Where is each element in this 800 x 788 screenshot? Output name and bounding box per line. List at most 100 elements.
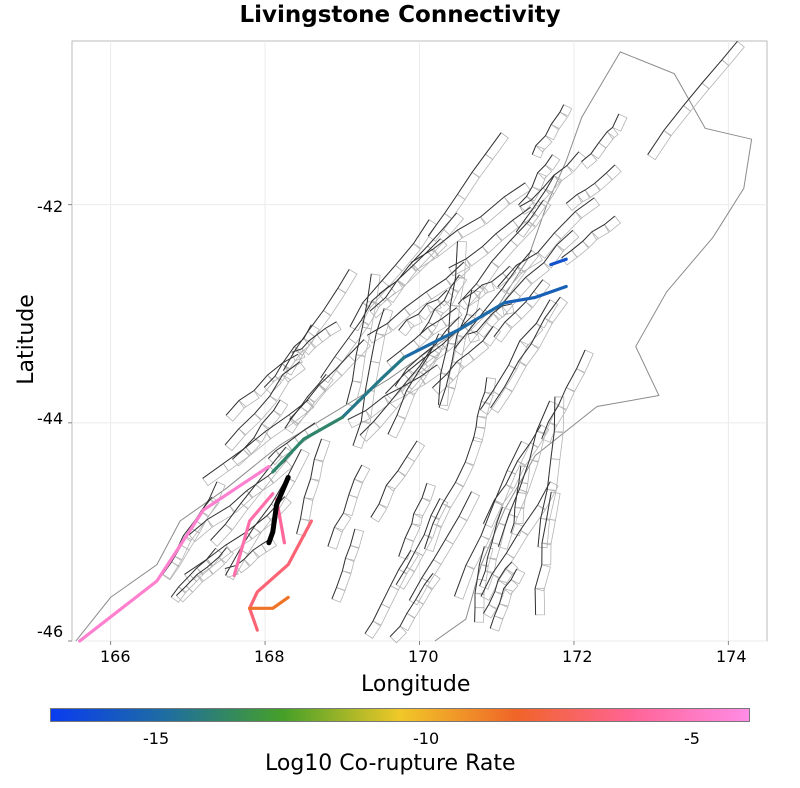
- fault-trace: [482, 561, 513, 614]
- coastline-path: [75, 51, 753, 642]
- fault-trace: [378, 212, 458, 295]
- fault-trace: [518, 154, 553, 206]
- fault-trace: [424, 436, 475, 549]
- fault-trace: [284, 374, 327, 429]
- fault-trace: [432, 326, 494, 389]
- co-rupture-fault: [549, 257, 568, 267]
- fault-trace: [453, 249, 532, 350]
- fault-trace: [410, 182, 526, 264]
- fault-trace: [454, 441, 522, 597]
- fault-trace: [408, 491, 472, 601]
- fault-trace: [188, 459, 287, 536]
- x-tick-label: 170: [408, 647, 439, 666]
- fault-trace: [482, 424, 542, 524]
- x-tick-label: 168: [254, 647, 285, 666]
- fault-trace: [184, 496, 286, 575]
- source-fault: [266, 474, 291, 546]
- fault-trace: [224, 361, 301, 446]
- fault-trace: [349, 219, 430, 327]
- fault-trace: [647, 40, 738, 155]
- fault-trace: [176, 547, 227, 596]
- fault-trace: [510, 465, 522, 534]
- fault-trace: [210, 446, 287, 541]
- fault-trace: [289, 339, 365, 420]
- fault-trace: [367, 261, 465, 336]
- fault-trace: [489, 568, 518, 629]
- fault-trace: [282, 269, 350, 371]
- x-axis-title: Longitude: [361, 672, 471, 697]
- fault-trace: [387, 333, 440, 435]
- colorbar-tick-label: -10: [413, 729, 440, 748]
- fault-trace: [369, 238, 441, 312]
- fault-trace: [497, 400, 551, 547]
- y-tick-label: -46: [37, 622, 64, 641]
- fault-trace: [565, 164, 616, 204]
- fault-trace: [389, 573, 434, 637]
- chart-title: Livingstone Connectivity: [239, 2, 561, 28]
- x-tick-label: 172: [562, 647, 593, 666]
- fault-trace: [448, 206, 531, 269]
- fault-trace: [474, 546, 485, 623]
- x-tick-label: 174: [716, 647, 747, 666]
- fault-trace: [385, 307, 481, 394]
- fault-trace: [479, 507, 503, 587]
- fault-trace: [462, 265, 510, 300]
- colorbar-tick-label: -5: [684, 729, 700, 748]
- colorbar-tick-label: -15: [143, 729, 170, 748]
- co-rupture-fault: [78, 464, 271, 643]
- fault-trace: [531, 104, 565, 155]
- y-tick-label: -44: [37, 409, 64, 428]
- fault-trace: [493, 279, 544, 337]
- fault-trace: [472, 377, 488, 441]
- highlighted-ruptures: [78, 257, 568, 643]
- fault-trace: [386, 307, 457, 362]
- fault-trace: [331, 528, 356, 600]
- fault-trace: [224, 537, 272, 569]
- livingstone-fault: [266, 474, 291, 546]
- fault-trace: [370, 440, 418, 518]
- fault-trace: [352, 308, 385, 446]
- fault-trace: [490, 296, 561, 409]
- fault-trace: [561, 215, 616, 259]
- fault-trace: [320, 285, 390, 378]
- fault-trace: [497, 197, 595, 288]
- co-rupture-fault: [248, 519, 313, 632]
- fault-trace: [225, 449, 302, 576]
- co-rupture-fault: [340, 355, 406, 419]
- fault-trace: [534, 491, 552, 615]
- fault-trace: [359, 348, 432, 436]
- fault-trace: [480, 481, 551, 597]
- fault-trace: [398, 290, 448, 331]
- fault-trace: [495, 230, 574, 312]
- fault-trace: [479, 299, 551, 410]
- y-axis-title: Latitude: [13, 294, 39, 385]
- fault-trace: [457, 199, 544, 305]
- co-rupture-fault: [271, 415, 344, 474]
- fault-traces: [161, 40, 738, 637]
- colorbar-title: Log10 Co-rupture Rate: [265, 751, 516, 776]
- y-tick-label: -42: [37, 197, 64, 216]
- fault-trace: [291, 321, 337, 353]
- colorbar-gradient: [50, 708, 750, 722]
- fault-trace: [519, 151, 580, 208]
- axis-tick-marks: [68, 204, 729, 645]
- coastline: [75, 51, 753, 642]
- fault-trace: [438, 290, 473, 408]
- fault-trace: [202, 399, 309, 479]
- fault-trace: [364, 550, 412, 634]
- fault-trace: [467, 303, 513, 335]
- fault-trace: [537, 396, 556, 548]
- fault-trace: [395, 498, 441, 585]
- fault-trace: [541, 349, 586, 440]
- fault-trace: [515, 175, 555, 233]
- fault-trace: [581, 113, 620, 162]
- fault-trace: [296, 438, 322, 534]
- co-rupture-fault: [502, 284, 568, 305]
- fault-trace: [345, 273, 372, 405]
- fault-trace: [438, 241, 458, 405]
- fault-trace: [267, 422, 316, 459]
- fault-trace: [427, 132, 502, 237]
- co-rupture-fault: [402, 301, 506, 359]
- fault-trace: [398, 483, 428, 557]
